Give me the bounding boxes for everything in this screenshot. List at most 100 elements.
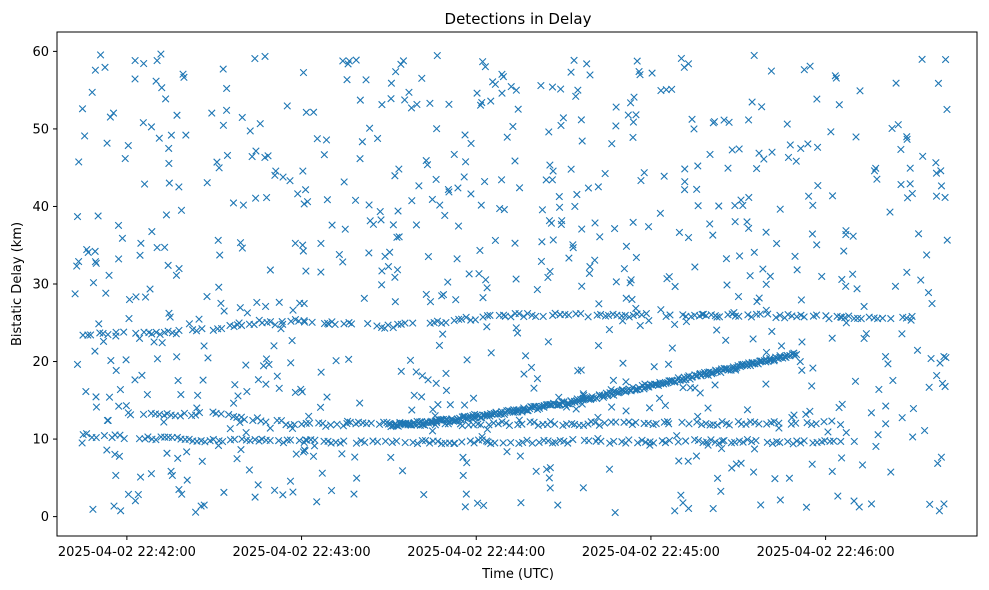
detection-point	[804, 140, 812, 148]
detection-point	[458, 421, 466, 430]
detection-point	[295, 436, 304, 445]
detection-point	[688, 115, 696, 123]
detection-point	[84, 248, 92, 257]
detection-point	[175, 183, 183, 191]
detection-point	[367, 419, 375, 427]
detection-point	[515, 309, 523, 318]
detection-point	[546, 417, 555, 426]
detection-point	[173, 111, 181, 119]
detection-point	[744, 224, 753, 233]
detection-point	[262, 380, 270, 388]
detection-point	[666, 311, 674, 319]
detection-point	[749, 335, 757, 343]
detection-point	[586, 71, 594, 79]
detection-point	[739, 360, 747, 369]
detection-point	[197, 502, 205, 510]
detection-point	[429, 405, 437, 414]
detection-point	[100, 431, 109, 440]
detection-point	[802, 503, 811, 511]
detection-point	[656, 209, 665, 217]
detection-point	[203, 178, 211, 187]
detection-point	[502, 419, 510, 427]
detection-point	[756, 310, 765, 318]
detection-point	[860, 302, 868, 311]
detection-point	[775, 424, 783, 432]
detection-point	[844, 312, 853, 320]
detection-point	[548, 439, 557, 447]
detection-point	[393, 233, 401, 242]
detection-point	[461, 158, 470, 166]
detection-point	[362, 76, 370, 84]
detection-point	[681, 165, 689, 173]
detection-point	[432, 175, 440, 184]
detection-point	[161, 95, 170, 103]
detection-point	[533, 374, 542, 383]
detection-point	[906, 164, 914, 172]
detection-point	[793, 437, 801, 445]
detection-point	[791, 419, 800, 427]
detection-point	[112, 471, 120, 480]
detection-point	[564, 311, 573, 319]
detection-point	[874, 431, 882, 439]
detection-point	[578, 225, 586, 233]
detection-point	[373, 322, 381, 330]
detection-point	[300, 200, 308, 208]
detection-point	[542, 465, 551, 474]
detection-point	[850, 314, 858, 323]
detection-point	[853, 285, 861, 293]
detection-point	[483, 323, 491, 331]
detection-point	[251, 194, 260, 202]
detection-point	[834, 492, 842, 500]
detection-point	[431, 421, 440, 429]
detection-point	[214, 236, 222, 245]
detection-point	[175, 264, 183, 273]
detection-point	[101, 63, 109, 72]
detection-point	[454, 184, 462, 192]
detection-point	[608, 140, 616, 148]
detection-point	[919, 152, 927, 160]
detection-point	[735, 145, 743, 153]
detection-point	[549, 236, 557, 244]
detection-point	[586, 262, 594, 271]
detection-point	[391, 419, 400, 428]
detection-point	[849, 232, 857, 240]
detection-point	[479, 501, 488, 510]
detection-point	[538, 206, 547, 214]
detection-point	[163, 449, 171, 457]
detection-point	[435, 341, 444, 350]
detection-point	[544, 338, 553, 346]
detection-point	[776, 205, 784, 213]
detection-point	[567, 68, 575, 76]
detection-point	[222, 84, 231, 93]
detection-point	[530, 418, 538, 427]
detection-point	[585, 269, 594, 278]
detection-point	[635, 67, 643, 76]
detection-point	[110, 502, 118, 510]
detection-point	[555, 192, 563, 201]
detection-point	[528, 439, 537, 447]
detection-point	[215, 283, 223, 291]
detection-point	[304, 412, 313, 421]
detection-point	[627, 276, 635, 284]
detection-point	[168, 471, 177, 480]
detection-point	[438, 330, 447, 338]
detection-point	[545, 217, 554, 225]
detection-point	[629, 133, 637, 142]
detection-point	[710, 117, 719, 126]
detection-point	[722, 255, 731, 263]
detection-point	[776, 311, 784, 319]
detection-point	[401, 319, 409, 327]
detection-point	[808, 460, 816, 468]
detection-point	[713, 474, 722, 482]
detection-point	[512, 406, 521, 414]
detection-point	[455, 315, 463, 324]
detection-point	[262, 355, 271, 363]
detection-point	[182, 131, 190, 139]
detection-point	[571, 202, 579, 211]
detection-point	[842, 226, 850, 235]
detection-point	[718, 437, 727, 445]
detection-point	[424, 252, 433, 261]
detection-point	[290, 420, 299, 429]
detection-point	[116, 431, 124, 439]
detection-point	[937, 167, 945, 175]
